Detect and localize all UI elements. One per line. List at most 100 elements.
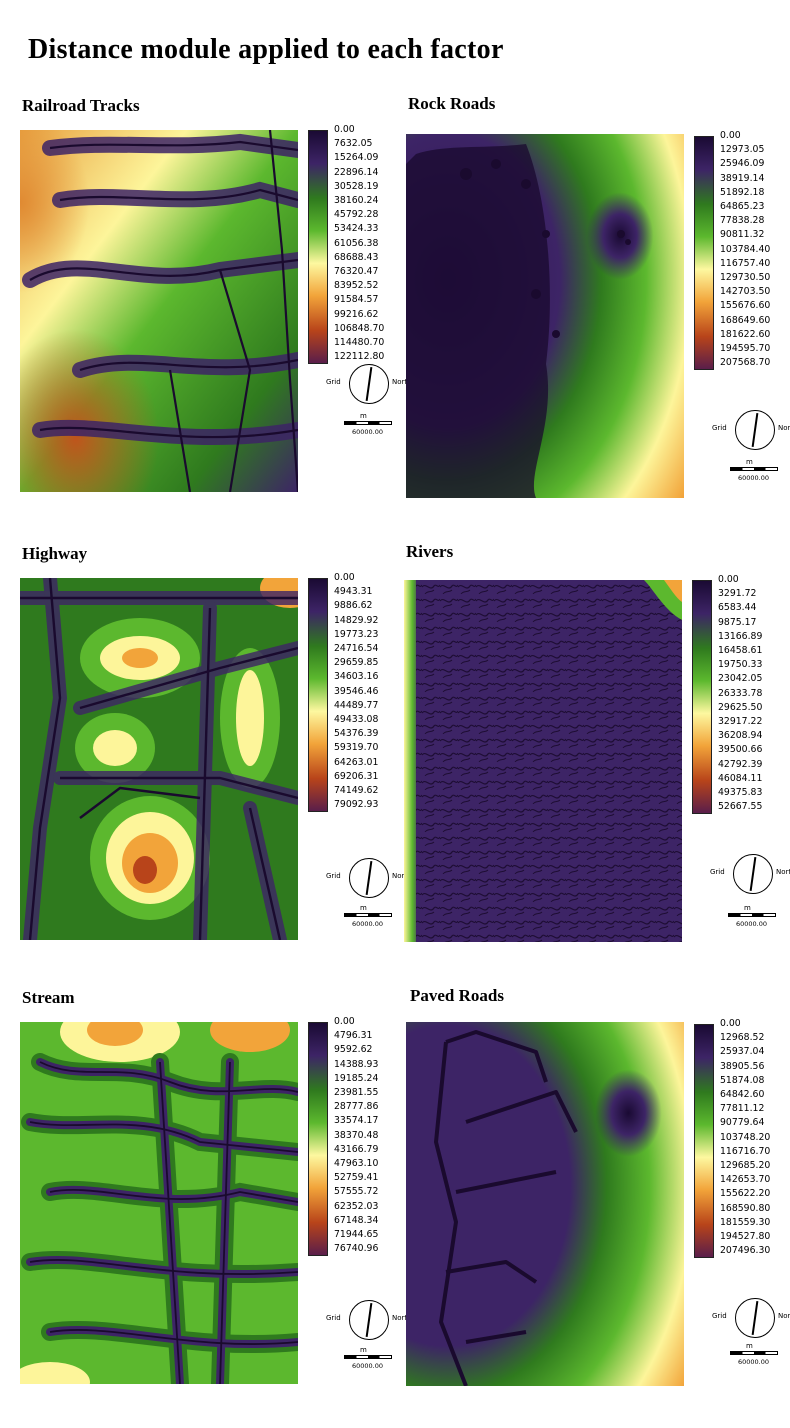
- north-arrow: Grid North: [712, 1298, 790, 1342]
- legend-label: 194595.70: [720, 343, 771, 354]
- legend-label: 14829.92: [334, 614, 379, 626]
- legend-label: 12968.52: [720, 1032, 765, 1044]
- legend-color-bar: [308, 1022, 328, 1256]
- legend-label: 59319.70: [334, 742, 379, 754]
- scale-bar-graphic: [344, 913, 392, 917]
- legend-label: 207496.30: [720, 1245, 771, 1257]
- legend-label: 42792.39: [718, 758, 763, 770]
- north-label: North: [392, 378, 412, 386]
- scale-unit: m: [746, 458, 753, 466]
- legend-label: 4796.31: [334, 1030, 373, 1042]
- legend-label: 19185.24: [334, 1072, 379, 1084]
- scale-unit: m: [744, 904, 751, 912]
- distance-map-rock-roads: [406, 134, 684, 498]
- legend-label: 207568.70: [720, 357, 771, 369]
- legend-label: 90779.64: [720, 1117, 765, 1129]
- legend-labels: 0.00 7632.05 15264.09 22896.14 30528.19 …: [334, 124, 414, 370]
- legend-label: 23981.55: [334, 1087, 379, 1098]
- legend-label: 106848.70: [334, 322, 385, 334]
- legend-label: 53424.33: [334, 223, 379, 235]
- legend-label: 9592.62: [334, 1044, 373, 1056]
- scale-bar: m 60000.00: [324, 412, 404, 442]
- legend-label: 116716.70: [720, 1145, 771, 1157]
- north-label: North: [778, 424, 790, 432]
- legend-label: 47963.10: [334, 1158, 379, 1169]
- panel-title: Rock Roads: [408, 94, 496, 113]
- scale-bar-graphic: [344, 421, 392, 425]
- legend-label: 77838.28: [720, 215, 765, 227]
- north-arrow: Grid North: [326, 858, 416, 902]
- legend-label: 45792.28: [334, 209, 379, 221]
- legend-label: 194527.80: [720, 1231, 771, 1242]
- legend-label: 71944.65: [334, 1229, 379, 1240]
- legend-label: 23042.05: [718, 673, 763, 685]
- legend-label: 168590.80: [720, 1202, 771, 1214]
- legend-label: 51892.18: [720, 186, 765, 198]
- legend-label: 49433.08: [334, 714, 379, 725]
- north-arrow: Grid North: [326, 364, 416, 408]
- legend-label: 168649.60: [720, 314, 771, 326]
- legend-label: 79092.93: [334, 799, 379, 811]
- legend-label: 28777.86: [334, 1101, 379, 1113]
- legend-label: 36208.94: [718, 730, 763, 742]
- north-arrow: Grid North: [710, 854, 790, 898]
- north-label: North: [778, 1312, 790, 1320]
- north-label: North: [392, 872, 412, 880]
- legend-label: 57555.72: [334, 1186, 379, 1198]
- legend-label: 4943.31: [334, 586, 373, 598]
- legend-label: 69206.31: [334, 770, 379, 782]
- legend-label: 181622.60: [720, 328, 771, 340]
- scale-bar: m 60000.00: [324, 904, 404, 934]
- legend-label: 91584.57: [334, 294, 379, 306]
- legend-label: 43166.79: [334, 1143, 379, 1155]
- legend-label: 155622.20: [720, 1188, 771, 1200]
- legend-labels: 0.00 4796.31 9592.62 14388.93 19185.24 2…: [334, 1016, 414, 1262]
- legend-label: 14388.93: [334, 1058, 379, 1070]
- legend-label: 0.00: [720, 130, 741, 141]
- panel-title: Highway: [22, 544, 88, 563]
- legend-label: 49375.83: [718, 787, 763, 798]
- page-title: Distance module applied to each factor: [28, 34, 504, 65]
- distance-map-highway: [20, 578, 298, 940]
- legend-label: 83952.52: [334, 280, 379, 292]
- legend-label: 19773.23: [334, 628, 379, 640]
- legend-label: 6583.44: [718, 602, 757, 614]
- legend-label: 122112.80: [334, 351, 385, 363]
- legend-label: 38370.48: [334, 1129, 379, 1141]
- scale-value: 60000.00: [736, 920, 768, 928]
- scale-value: 60000.00: [352, 1362, 384, 1370]
- legend-label: 3291.72: [718, 588, 757, 600]
- north-label: North: [392, 1314, 412, 1322]
- scale-unit: m: [360, 1346, 367, 1354]
- grid-label: Grid: [326, 872, 341, 880]
- scale-bar: m 60000.00: [708, 904, 788, 934]
- legend-label: 0.00: [334, 572, 355, 583]
- legend-label: 90811.32: [720, 229, 765, 241]
- legend-label: 181559.30: [720, 1216, 771, 1228]
- scale-bar-graphic: [344, 1355, 392, 1359]
- legend-label: 38160.24: [334, 195, 379, 206]
- legend-label: 52667.55: [718, 801, 763, 813]
- distance-map-paved-roads: [406, 1022, 684, 1386]
- legend-label: 62352.03: [334, 1200, 379, 1212]
- scale-value: 60000.00: [352, 428, 384, 436]
- legend-labels: 0.00 4943.31 9886.62 14829.92 19773.23 2…: [334, 572, 414, 818]
- legend-label: 16458.61: [718, 645, 763, 656]
- legend-label: 0.00: [334, 124, 355, 135]
- grid-label: Grid: [712, 1312, 727, 1320]
- legend-label: 114480.70: [334, 337, 385, 348]
- panel-title: Rivers: [406, 542, 454, 561]
- legend-labels: 0.00 12968.52 25937.04 38905.56 51874.08…: [720, 1018, 790, 1264]
- legend-label: 142653.70: [720, 1174, 771, 1186]
- legend-labels: 0.00 3291.72 6583.44 9875.17 13166.89 16…: [718, 574, 790, 820]
- scale-bar: m 60000.00: [324, 1346, 404, 1376]
- legend-labels: 0.00 12973.05 25946.09 38919.14 51892.18…: [720, 130, 790, 376]
- legend-label: 0.00: [334, 1016, 355, 1027]
- legend-label: 32917.22: [718, 716, 763, 727]
- legend-label: 19750.33: [718, 659, 763, 671]
- legend-label: 25946.09: [720, 158, 765, 170]
- panel-rivers: Rivers 0.00 3291.72 6583.44 9875.: [404, 542, 790, 982]
- scale-unit: m: [360, 904, 367, 912]
- scale-value: 60000.00: [352, 920, 384, 928]
- legend-label: 9886.62: [334, 600, 373, 612]
